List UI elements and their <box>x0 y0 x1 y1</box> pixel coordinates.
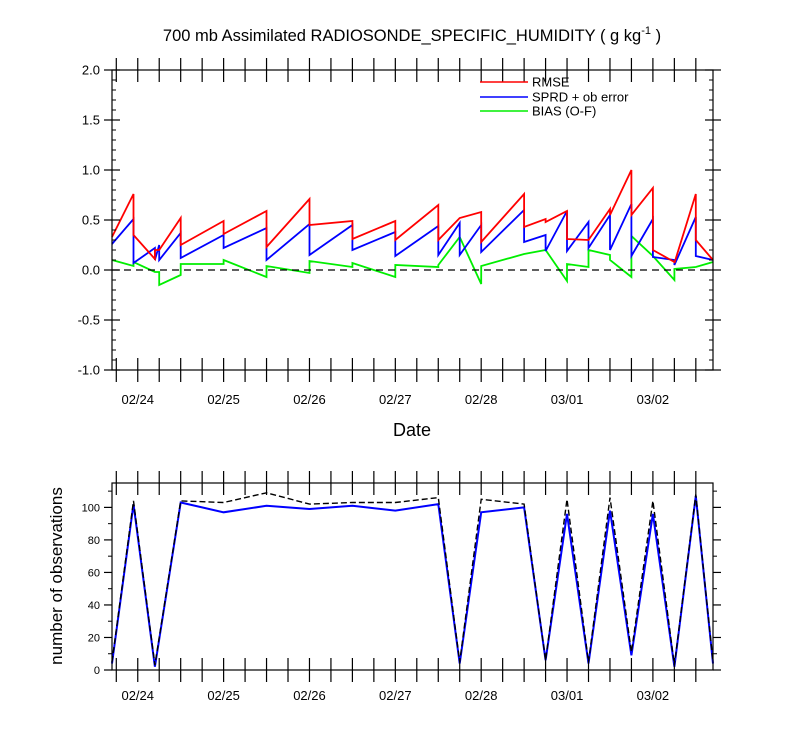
chart-title-main: 700 mb Assimilated RADIOSONDE_SPECIFIC_H… <box>163 27 641 45</box>
bottom-y-tick-label: 100 <box>82 502 100 514</box>
top-y-tick-label: 1.5 <box>82 113 100 128</box>
top-x-tick-label: 03/01 <box>551 392 584 407</box>
top-y-tick-label: 1.0 <box>82 163 100 178</box>
legend: RMSE SPRD + ob error BIAS (O-F) <box>480 75 629 119</box>
top-x-tick-label: 02/26 <box>293 392 326 407</box>
bottom-y-axis-label: number of observations <box>47 487 66 665</box>
top-x-tick-label: 02/28 <box>465 392 498 407</box>
chart-title: 700 mb Assimilated RADIOSONDE_SPECIFIC_H… <box>163 25 661 45</box>
bottom-axes: 0 20 40 60 80 100 02/24 02/25 02/26 02/27 02/28 03/… <box>82 471 721 703</box>
bottom-x-tick-label: 03/01 <box>551 688 584 703</box>
top-x-axis-label: Date <box>393 420 431 440</box>
chart-title-superscript: -1 <box>641 25 651 37</box>
bottom-y-tick-label: 60 <box>88 567 100 579</box>
legend-rmse-label: RMSE <box>532 75 570 90</box>
bottom-x-tick-label: 02/26 <box>293 688 326 703</box>
top-plot-frame <box>111 69 714 371</box>
top-x-tick-label: 02/24 <box>121 392 154 407</box>
bottom-x-tick-label: 02/25 <box>207 688 240 703</box>
top-y-tick-label: 2.0 <box>82 63 100 78</box>
top-series-lines <box>111 169 714 287</box>
bottom-x-tick-label: 02/27 <box>379 688 412 703</box>
top-y-tick-label: -1.0 <box>78 363 100 378</box>
bottom-x-tick-label: 02/28 <box>465 688 498 703</box>
chart-title-end: ) <box>651 27 661 45</box>
top-y-tick-label: -0.5 <box>78 313 100 328</box>
series-bias-line <box>111 233 714 287</box>
bottom-series-lines <box>111 492 714 667</box>
top-plot: -1.0 -0.5 0.0 0.5 1.0 1.5 2.0 02/24 02/25 02/26 02… <box>78 58 721 440</box>
top-axes: -1.0 -0.5 0.0 0.5 1.0 1.5 2.0 02/24 02/25 02/26 02… <box>78 58 721 407</box>
top-x-tick-label: 02/25 <box>207 392 240 407</box>
bottom-y-tick-label: 80 <box>88 535 100 547</box>
legend-sprd-label: SPRD + ob error <box>532 90 629 105</box>
bottom-plot-frame <box>111 482 714 671</box>
legend-bias-label: BIAS (O-F) <box>532 104 596 119</box>
series-sprd-line <box>111 203 714 266</box>
top-x-tick-label: 03/02 <box>637 392 670 407</box>
top-y-tick-label: 0.0 <box>82 263 100 278</box>
top-x-tick-label: 02/27 <box>379 392 412 407</box>
series-possible-line <box>111 492 714 666</box>
top-y-tick-label: 0.5 <box>82 213 100 228</box>
series-rmse-line <box>111 169 714 264</box>
bottom-plot: 0 20 40 60 80 100 02/24 02/25 02/26 02/27 02/28 03/… <box>47 471 721 703</box>
bottom-y-tick-label: 20 <box>88 632 100 644</box>
bottom-x-tick-label: 03/02 <box>637 688 670 703</box>
series-assimilated-line <box>111 495 714 667</box>
bottom-y-tick-label: 0 <box>94 665 100 677</box>
bottom-x-tick-label: 02/24 <box>121 688 154 703</box>
bottom-y-tick-label: 40 <box>88 600 100 612</box>
